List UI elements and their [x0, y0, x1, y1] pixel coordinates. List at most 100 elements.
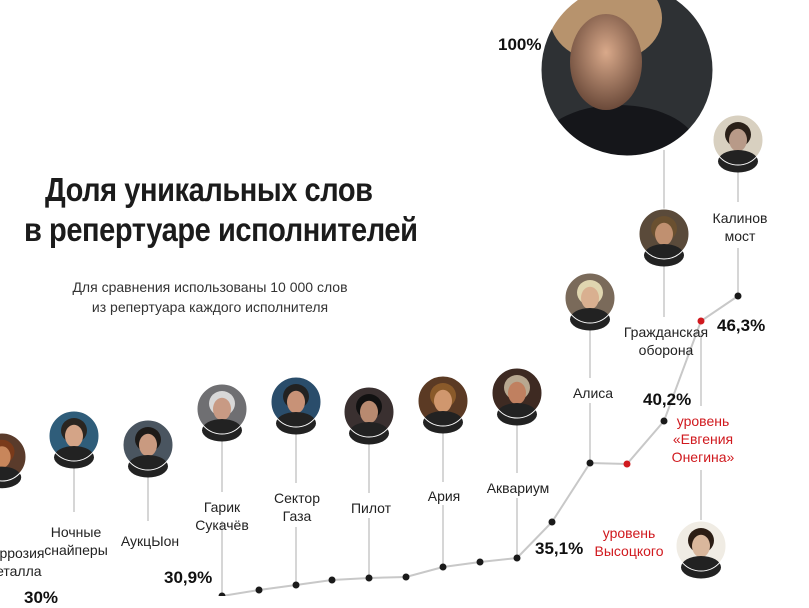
label-line: Сектор [273, 490, 321, 506]
label-line: оборона [638, 342, 694, 358]
label-line: мост [724, 228, 756, 244]
photo-shoulders [570, 308, 610, 331]
label-line: Гражданская [623, 324, 709, 340]
photo-face [581, 286, 599, 310]
photo-yuri-loza [541, 0, 713, 156]
reference-point-vysotsky [623, 460, 631, 468]
photo-border [712, 114, 764, 166]
data-point [365, 574, 373, 582]
label-korroziya: Коррозия металла [0, 544, 44, 580]
photo-shoulders [202, 419, 242, 442]
photo-nochnye-snaipery [48, 410, 100, 469]
photo-shoulders [54, 446, 94, 469]
label-line: уровень [676, 413, 730, 429]
value-label-30-9: 30,9% [164, 568, 213, 587]
label-ariya: Ария [428, 487, 461, 505]
label-kalinov-most: Калинов мост [713, 209, 768, 245]
reference-label-vysotsky: уровень Высоцкого [594, 524, 663, 560]
label-nochnye-snaipery: Ночные снайперы [44, 523, 108, 559]
photo-border [564, 272, 616, 324]
photo-shoulders [644, 244, 684, 267]
label-line: металла [0, 563, 42, 579]
photo-face [360, 400, 378, 424]
data-points [218, 292, 742, 596]
reference-label-onegin: уровень «Евгения Онегина» [672, 412, 735, 466]
label-garik-sukachev: Гарик Сукачёв [195, 498, 249, 534]
photo-face [65, 424, 83, 448]
label-line: «Евгения [672, 431, 734, 447]
photo-korroziya-metalla [0, 432, 27, 489]
data-point [218, 592, 226, 596]
photo-border [196, 383, 248, 435]
label-line: Сукачёв [195, 517, 249, 533]
photo-border [417, 375, 469, 427]
photo-shoulders [681, 556, 721, 579]
label-line: Алиса [572, 385, 614, 401]
photo-pilot [343, 386, 395, 445]
label-line: Гарик [203, 499, 241, 515]
label-line: Аквариум [486, 480, 550, 496]
photo-face [655, 222, 673, 246]
photo-border [270, 376, 322, 428]
photo-alisa [564, 272, 616, 331]
label-sektor-gaza: Сектор Газа [274, 489, 320, 525]
photo-shoulders [541, 105, 698, 156]
data-point [476, 558, 484, 566]
value-label-40-2: 40,2% [643, 390, 692, 409]
photo-grazhdanskaya-oborona [638, 208, 690, 267]
label-line: Пилот [350, 500, 392, 516]
data-point [439, 563, 447, 571]
subtitle-line-1: Для сравнения использованы 10 000 слов [72, 279, 348, 295]
reference-point-onegin [697, 317, 705, 325]
label-pilot: Пилот [351, 499, 391, 517]
connector-lines [73, 150, 739, 596]
photo-face [434, 389, 452, 413]
photo-kalinov-most [712, 114, 764, 173]
data-point [548, 518, 556, 526]
value-label-35-1: 35,1% [535, 539, 584, 558]
photo-face [508, 381, 526, 405]
photo-face [287, 390, 305, 414]
label-line: уровень [602, 525, 656, 541]
photo-ariya [417, 375, 469, 434]
label-line: Высоцкого [594, 543, 664, 559]
data-point [292, 581, 300, 589]
label-line: АукцЫон [120, 533, 180, 549]
label-line: Калинов [712, 210, 768, 226]
photo-border [48, 410, 100, 462]
label-grazhdanskaya-oborona: Гражданская оборона [624, 323, 708, 359]
label-alisa: Алиса [573, 384, 613, 402]
data-point [402, 573, 410, 581]
label-line: Коррозия [0, 545, 45, 561]
label-line: Ария [427, 488, 461, 504]
label-auktsyon: АукцЫон [121, 532, 179, 550]
photo-shoulders [718, 150, 758, 173]
chart-title: Доля уникальных слов в репертуаре исполн… [24, 170, 418, 250]
photo-face [213, 397, 231, 421]
photo-akvarium [491, 367, 543, 426]
photo-face [729, 128, 747, 152]
photo-face [139, 433, 157, 457]
title-line-2: в репертуаре исполнителей [24, 211, 418, 248]
photo-border [122, 419, 174, 471]
data-point [660, 417, 668, 425]
value-label-30: 30% [24, 588, 59, 607]
label-akvarium: Аквариум [487, 479, 550, 497]
photo-border [491, 367, 543, 419]
photo-garik-sukachev [196, 383, 248, 442]
photo-shoulders [0, 466, 22, 489]
photo-border [343, 386, 395, 438]
photo-face [0, 446, 11, 468]
chart-subtitle: Для сравнения использованы 10 000 слов и… [30, 277, 390, 317]
photo-auktsyon [122, 419, 174, 478]
label-line: Онегина» [671, 449, 735, 465]
data-point [513, 554, 521, 562]
photo-pushkin [675, 520, 727, 579]
photo-shoulders [423, 411, 463, 434]
label-line: Газа [282, 508, 312, 524]
value-label-46-3: 46,3% [717, 316, 766, 335]
data-point [586, 459, 594, 467]
photo-border [638, 208, 690, 260]
label-line: Ночные [50, 524, 102, 540]
